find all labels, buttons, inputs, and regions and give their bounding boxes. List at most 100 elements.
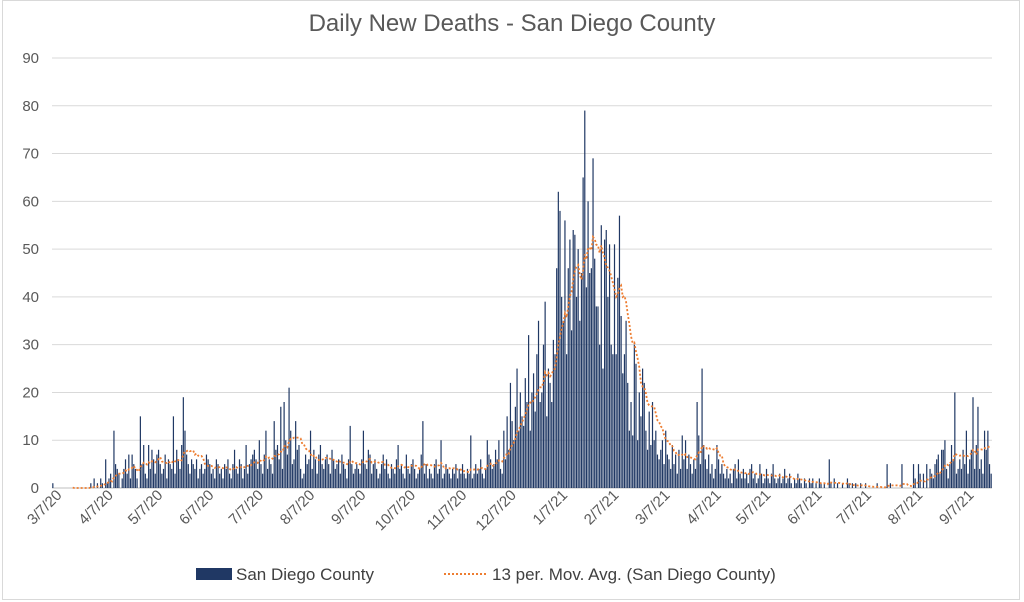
- bar: [290, 430, 292, 488]
- bar: [820, 483, 822, 488]
- bar: [514, 406, 516, 488]
- bar: [542, 344, 545, 488]
- bar: [876, 483, 878, 488]
- bar: [523, 425, 525, 488]
- bar: [577, 249, 579, 488]
- bar: [293, 459, 295, 488]
- bar: [516, 368, 518, 488]
- bar: [217, 464, 219, 488]
- bar: [597, 306, 599, 488]
- bar: [485, 468, 487, 488]
- bar: [430, 473, 432, 488]
- bar: [367, 449, 369, 488]
- bar: [648, 411, 650, 488]
- bar: [574, 234, 576, 488]
- bar: [349, 425, 351, 488]
- x-tick-label: 4/7/21: [683, 487, 725, 529]
- bar: [703, 445, 705, 488]
- bar: [494, 449, 497, 488]
- bar: [960, 468, 963, 488]
- bar: [252, 454, 254, 488]
- bar: [534, 411, 536, 488]
- bar: [617, 277, 619, 488]
- bar: [658, 459, 660, 488]
- bar: [566, 354, 568, 488]
- bar: [276, 445, 279, 488]
- bar: [347, 459, 350, 488]
- bar: [369, 454, 371, 488]
- bar: [478, 468, 480, 488]
- bar: [642, 368, 644, 488]
- bar: [579, 320, 581, 488]
- bar: [389, 478, 391, 488]
- bar: [643, 382, 645, 488]
- bar: [258, 440, 260, 488]
- y-tick-label: 30: [22, 337, 39, 354]
- bar: [308, 459, 310, 488]
- bar: [285, 440, 287, 488]
- bar: [422, 421, 424, 488]
- bar: [224, 464, 226, 488]
- bar: [803, 478, 806, 488]
- bar: [627, 382, 629, 488]
- bar: [191, 459, 193, 488]
- bar: [319, 445, 322, 488]
- bar: [247, 473, 249, 488]
- bar: [689, 464, 692, 488]
- bar: [511, 421, 513, 488]
- bar: [594, 258, 596, 488]
- bar: [610, 344, 612, 488]
- bar: [782, 478, 784, 488]
- y-tick-label: 90: [22, 50, 39, 67]
- bar: [311, 468, 313, 488]
- bar: [324, 459, 327, 488]
- bar: [227, 459, 229, 488]
- bar: [387, 473, 389, 488]
- bar: [917, 464, 920, 488]
- legend-avg-label[interactable]: 13 per. Mov. Avg. (San Diego County): [492, 565, 776, 584]
- bar: [420, 454, 422, 488]
- bar: [967, 473, 969, 488]
- bar: [580, 273, 583, 488]
- bar: [604, 239, 606, 488]
- bar: [650, 445, 652, 488]
- bar: [212, 468, 214, 488]
- legend-bar-label[interactable]: San Diego County: [236, 565, 374, 584]
- bar: [724, 478, 726, 488]
- x-tick-label: 7/7/21: [834, 487, 876, 529]
- bar: [144, 473, 146, 488]
- bar: [744, 478, 746, 488]
- bar: [303, 473, 305, 488]
- bar: [645, 430, 647, 488]
- bar: [666, 454, 668, 488]
- bar: [404, 478, 406, 488]
- y-tick-label: 0: [31, 480, 39, 497]
- bar: [395, 459, 398, 488]
- bar: [187, 464, 189, 488]
- bar: [438, 468, 440, 488]
- x-tick-label: 12/7/20: [472, 487, 519, 534]
- x-axis-ticks: 3/7/20 4/7/20 5/7/20 6/7/20 7/7/20 8/7/20 9/7/…: [24, 487, 978, 534]
- bar: [546, 416, 548, 488]
- bar: [767, 478, 769, 488]
- bar: [278, 459, 280, 488]
- bar: [615, 354, 617, 488]
- bar: [509, 382, 512, 488]
- y-tick-label: 70: [22, 146, 39, 163]
- bar: [266, 468, 269, 488]
- bar: [491, 468, 493, 488]
- bar: [939, 473, 941, 488]
- bar: [901, 464, 903, 488]
- bar: [260, 464, 262, 488]
- bar: [194, 468, 196, 488]
- bar: [926, 464, 928, 488]
- bar: [209, 464, 211, 488]
- bar: [235, 468, 237, 488]
- bar: [215, 459, 217, 488]
- bar: [561, 296, 563, 488]
- bar: [570, 330, 573, 488]
- bar: [529, 430, 531, 488]
- bar: [929, 468, 931, 488]
- bar: [273, 421, 275, 488]
